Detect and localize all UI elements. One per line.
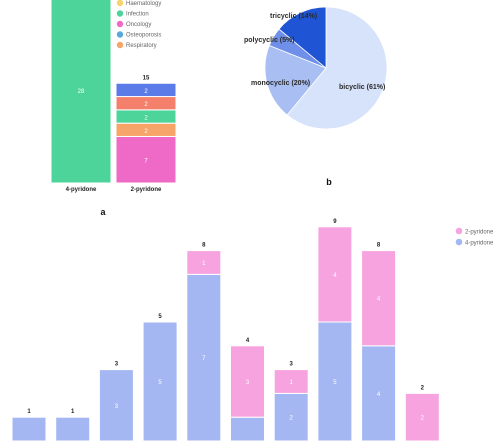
bottom-legend-label: 2-pyridone [465, 229, 494, 235]
pie-slice [278, 6, 327, 69]
legend-swatch-icon [116, 20, 124, 28]
panel-a-legend-label: Haematology [126, 1, 161, 7]
legend-swatch-icon [116, 10, 124, 17]
bottom-bar-segment [186, 250, 222, 275]
panel-a-segment-label: 28 [78, 89, 85, 95]
panel-a-legend-label: Osteoporosis [126, 33, 161, 39]
bottom-segment-label: 2 [290, 416, 294, 422]
bottom-bar-segment [317, 321, 353, 441]
bottom-stacked-bar-chart: 1 1 3 3 5 5 7 1 8 3 4 2 1 3 5 4 9 4 4 8 2 2 [11, 219, 440, 441]
bottom-segment-label: 4 [333, 273, 337, 279]
panel-a-bar-segment [115, 135, 177, 184]
bottom-total-label: 2 [421, 385, 425, 391]
panel-a-bar-segment [115, 82, 177, 98]
bottom-bar-segment [361, 250, 397, 347]
panel-a-letter: a [100, 207, 106, 217]
bottom-total-label: 3 [115, 362, 119, 368]
bottom-legend-label: 4-pyridone [465, 240, 494, 246]
legend-swatch-icon [116, 41, 124, 49]
panel-a-legend-label: Oncology [126, 22, 151, 28]
bottom-segment-label: 2 [421, 416, 425, 422]
bottom-total-label: 5 [158, 314, 162, 320]
bottom-total-label: 9 [333, 219, 337, 225]
legend-swatch-icon [455, 227, 463, 235]
legend-swatch-icon [116, 0, 124, 7]
pie-slice-label: bicyclic (61%) [339, 84, 385, 91]
bottom-total-label: 1 [71, 409, 75, 415]
pie-slice-label: tricyclic (14%) [270, 13, 317, 20]
pie-slice-label: polycyclic (5%) [244, 37, 295, 44]
panel-a-segment-label: 7 [144, 159, 148, 165]
pie-slice [286, 6, 388, 130]
panel-a-legend: Haematology Infection Oncology Osteoporosis… [116, 0, 161, 49]
bottom-total-label: 4 [246, 338, 250, 344]
bottom-bar-segment [142, 321, 178, 441]
panel-a-legend-label: Respiratory [126, 43, 157, 49]
bottom-segment-label: 5 [333, 380, 337, 386]
pie-slice [264, 45, 327, 116]
bottom-bar-segment [230, 345, 265, 418]
bottom-bar-segment [361, 345, 397, 441]
bottom-bar-segment [11, 416, 47, 441]
panel-a-category-label: 4-pyridone [66, 187, 97, 193]
bottom-segment-label: 7 [202, 356, 206, 362]
legend-swatch-icon [116, 31, 124, 38]
panel-b-letter: b [326, 177, 332, 187]
bottom-total-label: 8 [202, 243, 206, 249]
panel-a-bar-segment [50, 0, 112, 184]
bottom-bar-segment [98, 369, 134, 441]
bottom-bar-segment [55, 416, 91, 441]
bottom-bar-segment [273, 369, 309, 394]
bottom-total-label: 1 [27, 409, 31, 415]
bottom-segment-label: 1 [290, 380, 294, 386]
bottom-chart-legend: 2-pyridone 4-pyridone [455, 227, 494, 246]
bottom-segment-label: 4 [377, 392, 381, 398]
panel-b-pie-chart: bicyclic (61%) monocyclic (20%) polycyclic… [244, 6, 388, 130]
bottom-segment-label: 4 [377, 297, 381, 303]
bottom-bar-segment [230, 416, 265, 441]
bottom-bar-segment [317, 226, 353, 323]
bottom-segment-label: 5 [158, 380, 162, 386]
bottom-total-label: 8 [377, 243, 381, 249]
panel-a-total-label: 15 [143, 75, 150, 81]
panel-a-segment-label: 2 [144, 116, 148, 122]
panel-a-legend-label: Infection [126, 12, 149, 18]
pie-slice-label: monocyclic (20%) [251, 80, 310, 87]
panel-a-segment-label: 2 [144, 129, 148, 135]
panel-a-segment-label: 2 [144, 89, 148, 95]
panel-a-stacked-bar-chart: 28 7 2 2 2 2 4-pyridone 2-pyridone 15 [50, 0, 177, 193]
bottom-segment-label: 3 [115, 404, 119, 410]
bottom-segment-label: 3 [246, 380, 250, 386]
bottom-bar-segment [186, 273, 222, 441]
legend-swatch-icon [455, 238, 463, 246]
bottom-bar-segment [404, 392, 440, 441]
panel-a-category-label: 2-pyridone [131, 187, 162, 193]
panel-a-segment-label: 2 [144, 102, 148, 108]
bottom-segment-label: 1 [202, 261, 206, 267]
bottom-total-label: 3 [290, 362, 294, 368]
